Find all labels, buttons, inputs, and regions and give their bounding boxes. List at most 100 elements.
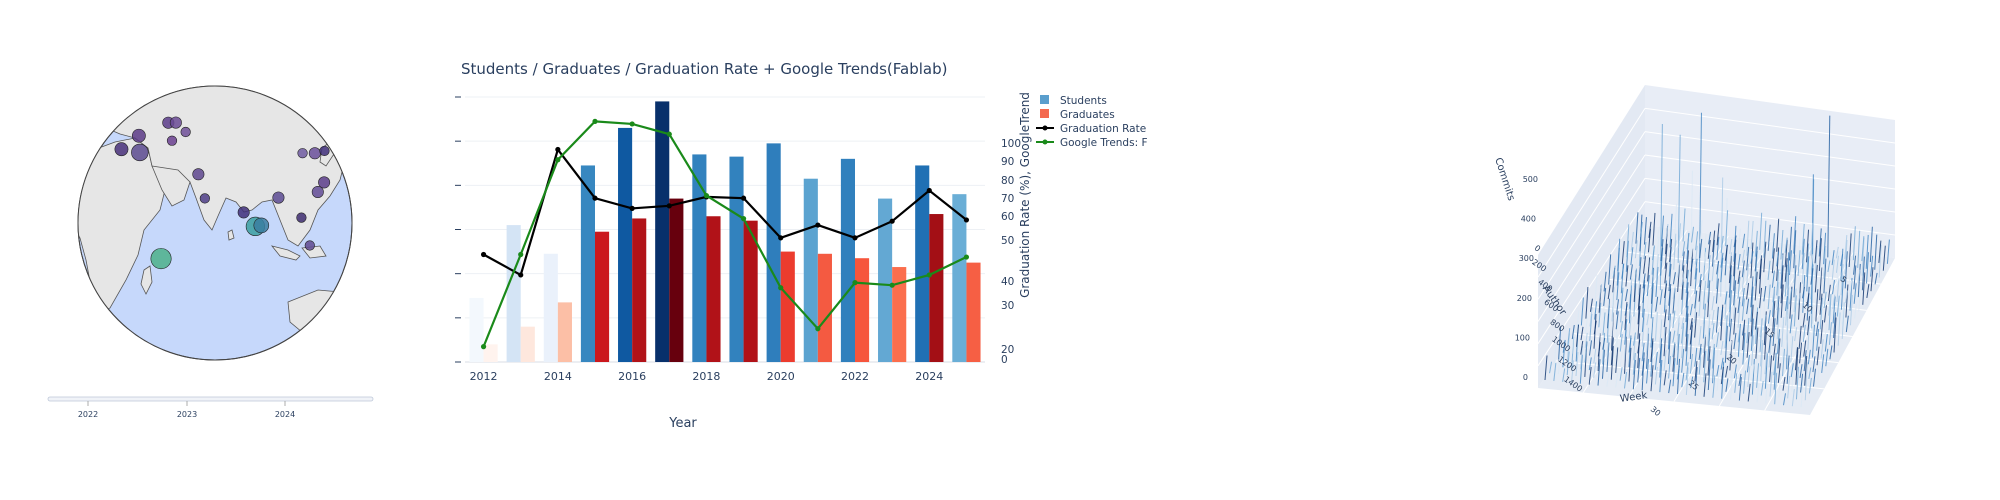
graduation-rate-point[interactable] — [852, 235, 858, 241]
legend-swatch[interactable] — [1040, 109, 1049, 118]
legend-label[interactable]: Graduates — [1060, 109, 1115, 121]
students-bar[interactable] — [915, 165, 930, 362]
surface-spike — [1647, 257, 1651, 282]
legend-swatch[interactable] — [1040, 95, 1049, 104]
surface-spike — [1597, 359, 1601, 386]
timeline-slider[interactable]: 2022 2023 2024 — [47, 396, 374, 419]
graduates-bar[interactable] — [966, 262, 981, 362]
students-graduates-chart[interactable]: Students / Graduates / Graduation Rate +… — [455, 55, 1455, 445]
students-bar[interactable] — [655, 101, 670, 362]
surface-spike — [1694, 258, 1698, 280]
students-bar[interactable] — [692, 154, 707, 362]
map-marker[interactable] — [192, 168, 205, 181]
google-trends-point[interactable] — [592, 118, 598, 124]
google-trends-point[interactable] — [852, 280, 858, 286]
map-marker[interactable] — [114, 142, 129, 157]
globe-map[interactable]: 2022 2023 2024 — [40, 70, 430, 450]
graduates-bar[interactable] — [743, 220, 758, 362]
map-marker[interactable] — [150, 248, 172, 270]
graduation-rate-point[interactable] — [518, 272, 524, 278]
students-bar[interactable] — [840, 158, 855, 362]
graduation-rate-point[interactable] — [666, 203, 672, 209]
legend[interactable]: Students Graduates Graduation Rate Google T… — [1036, 95, 1148, 149]
map-marker[interactable] — [319, 145, 330, 157]
graduation-rate-point[interactable] — [963, 217, 970, 223]
map-marker[interactable] — [169, 116, 182, 129]
graduation-rate-point[interactable] — [592, 195, 598, 201]
google-trends-point[interactable] — [815, 326, 821, 332]
students-bar[interactable] — [766, 143, 781, 362]
graduation-rate-point[interactable] — [740, 195, 747, 201]
timeline-tick-label[interactable]: 2022 — [78, 410, 98, 419]
surface-spike — [1716, 236, 1720, 260]
timeline-rail[interactable] — [47, 396, 374, 402]
map-marker[interactable] — [297, 148, 308, 159]
graduates-bar[interactable] — [557, 302, 572, 362]
google-trends-point[interactable] — [629, 121, 635, 127]
students-bar[interactable] — [878, 198, 893, 362]
graduates-bar[interactable] — [817, 253, 832, 362]
graduation-rate-point[interactable] — [815, 222, 821, 228]
map-marker[interactable] — [272, 191, 285, 204]
map-marker[interactable] — [308, 147, 321, 160]
google-trends-point[interactable] — [740, 216, 747, 222]
legend-label[interactable]: Graduation Rate — [1060, 123, 1146, 135]
graduates-bar[interactable] — [595, 231, 610, 362]
graduates-bar[interactable] — [632, 218, 647, 362]
commits-surface[interactable]: 0 100 200 300 400 500 0 200 400 600 800 1000 1200 140… — [1490, 80, 1910, 450]
google-trends-line[interactable] — [482, 120, 967, 348]
surface-spike — [1763, 277, 1767, 316]
google-trends-point[interactable] — [889, 282, 895, 288]
timeline-tick-label[interactable]: 2024 — [275, 410, 295, 419]
surface-spike — [1747, 383, 1751, 402]
graduation-rate-point[interactable] — [889, 218, 895, 224]
google-trends-point[interactable] — [703, 193, 710, 199]
google-trends-point[interactable] — [518, 251, 524, 258]
map-marker[interactable] — [166, 135, 178, 146]
map-marker[interactable] — [304, 240, 315, 251]
surface-spike — [1773, 359, 1777, 376]
students-bar[interactable] — [803, 178, 818, 362]
google-trends-point[interactable] — [778, 285, 784, 291]
graduates-bar[interactable] — [520, 326, 535, 362]
map-marker[interactable] — [318, 176, 331, 189]
graduation-rate-point[interactable] — [778, 235, 784, 241]
graduates-bar[interactable] — [706, 216, 721, 362]
students-bar[interactable] — [729, 156, 744, 362]
graduates-bar[interactable] — [780, 251, 795, 362]
map-marker[interactable] — [180, 126, 191, 138]
students-bar[interactable] — [952, 194, 967, 362]
legend-label[interactable]: Students — [1060, 95, 1107, 107]
map-marker[interactable] — [296, 212, 307, 223]
graduation-rate-point[interactable] — [629, 205, 635, 211]
graduation-rate-line[interactable] — [483, 147, 968, 277]
legend-marker[interactable] — [1042, 139, 1048, 145]
map-marker[interactable] — [131, 128, 146, 143]
graduates-bar[interactable] — [483, 344, 498, 362]
map-marker[interactable] — [311, 185, 324, 198]
graduates-bar[interactable] — [929, 214, 944, 362]
google-trends-point[interactable] — [480, 344, 487, 350]
map-marker[interactable] — [131, 143, 149, 162]
map-marker[interactable] — [237, 206, 250, 219]
graduation-rate-point[interactable] — [480, 251, 487, 258]
google-trends-point[interactable] — [963, 254, 970, 260]
graduation-rate-point[interactable] — [926, 187, 932, 194]
students-bar[interactable] — [469, 297, 484, 362]
google-trends-point[interactable] — [666, 131, 672, 137]
legend-label[interactable]: Google Trends: F — [1060, 137, 1148, 149]
google-trends-point[interactable] — [555, 157, 561, 163]
legend-marker[interactable] — [1042, 125, 1048, 131]
graduates-bar[interactable] — [892, 267, 907, 362]
timeline-tick-label[interactable]: 2023 — [177, 410, 197, 419]
graduation-rate-point[interactable] — [555, 146, 561, 153]
students-bar[interactable] — [580, 165, 595, 362]
map-marker[interactable] — [199, 193, 210, 204]
students-bar[interactable] — [543, 253, 558, 362]
graduates-bar[interactable] — [855, 258, 870, 362]
map-marker[interactable] — [253, 217, 270, 234]
students-bar[interactable] — [506, 225, 521, 362]
google-trends-point[interactable] — [926, 272, 932, 278]
students-bar[interactable] — [618, 127, 633, 363]
graduates-bar[interactable] — [669, 198, 684, 362]
